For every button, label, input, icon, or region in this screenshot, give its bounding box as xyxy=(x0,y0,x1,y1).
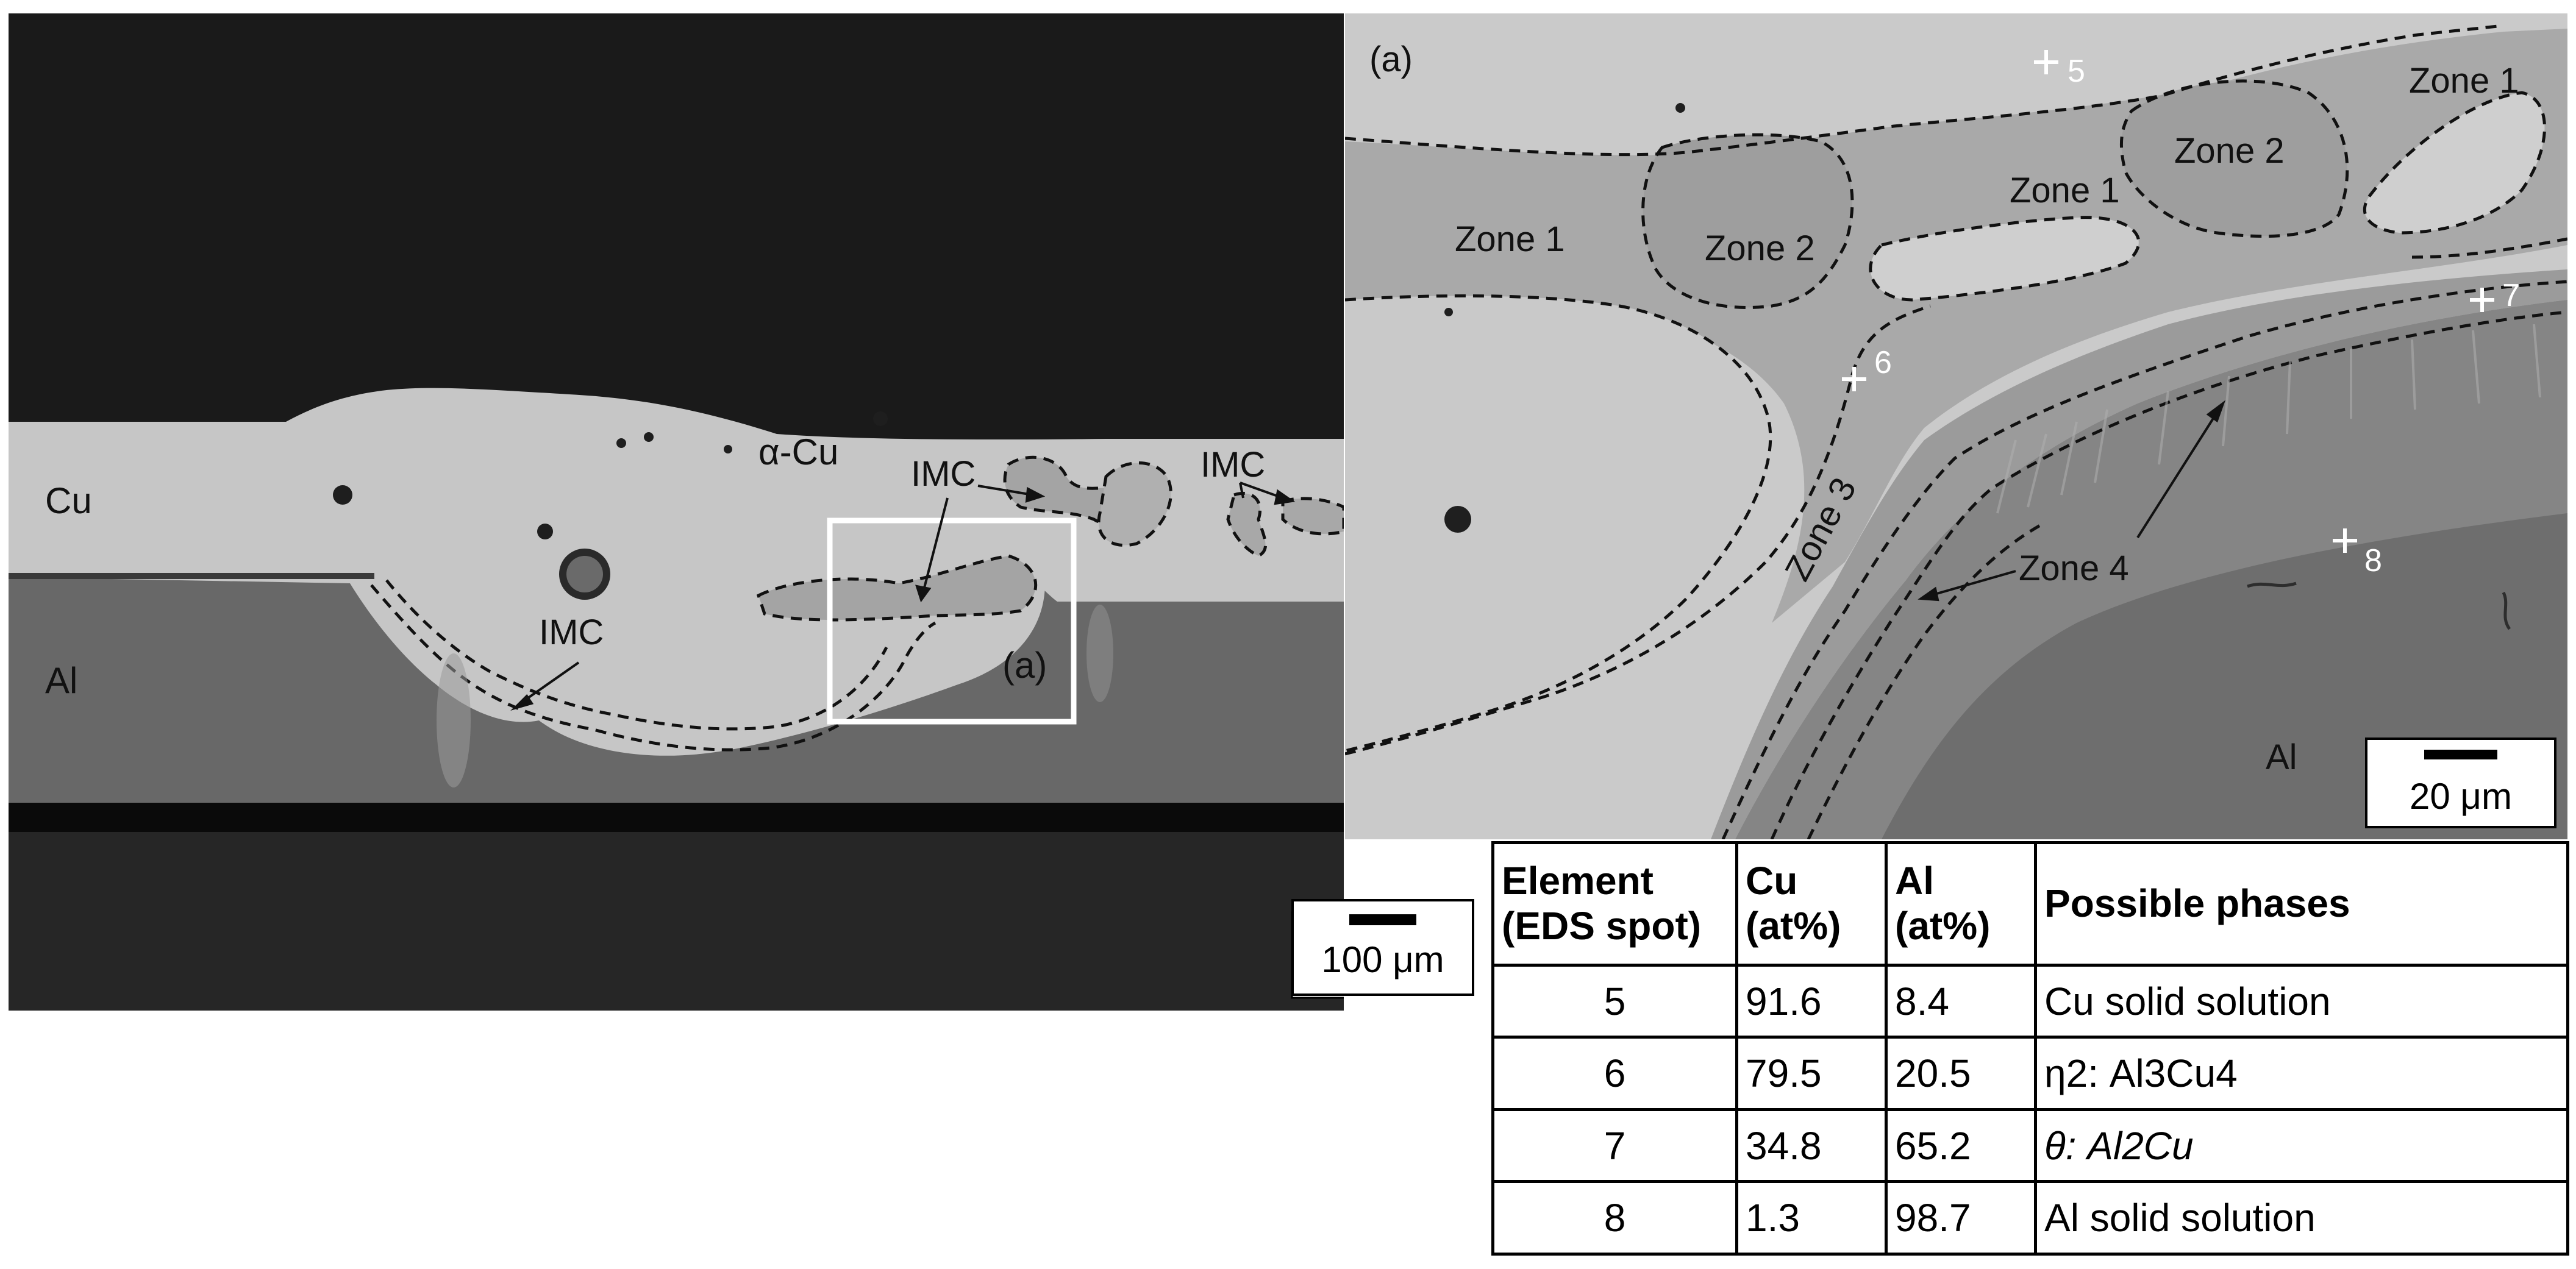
label-inset-a: (a) xyxy=(1002,645,1047,686)
al-streak-2 xyxy=(2502,591,2511,630)
cu-island-2 xyxy=(2363,91,2546,235)
header-cu: Cu (at%) xyxy=(1735,841,1888,967)
inset-pore-1 xyxy=(1444,506,1471,533)
zone4-region xyxy=(1735,300,2567,839)
inset-box xyxy=(827,517,1077,725)
imc-arrows xyxy=(510,482,1296,711)
cell-phase: Al solid solution xyxy=(2034,1180,2569,1256)
cell-spot: 6 xyxy=(1491,1036,1738,1111)
label-cu: Cu xyxy=(45,480,92,521)
al-label-inset: Al xyxy=(2266,738,2297,777)
cell-spot: 8 xyxy=(1491,1180,1738,1256)
eds-markers xyxy=(1842,50,2494,553)
al-streak-1 xyxy=(2247,581,2297,588)
lower-gap xyxy=(9,803,1344,832)
cell-cu: 1.3 xyxy=(1735,1180,1888,1256)
table-row: 7 34.8 65.2 θ: Al2Cu xyxy=(1491,1107,2569,1184)
eds-spot-5: 5 xyxy=(2068,54,2085,89)
table-row: 8 1.3 98.7 Al solid solution xyxy=(1491,1180,2569,1256)
cell-spot: 5 xyxy=(1491,963,1738,1039)
label-imc-2: IMC xyxy=(911,454,976,494)
lower-sheet xyxy=(9,832,1344,1011)
cell-cu: 79.5 xyxy=(1735,1036,1888,1111)
pore-3 xyxy=(873,411,888,426)
cell-phase: θ: Al2Cu xyxy=(2034,1107,2569,1184)
inset-scale-bar-frame xyxy=(2365,738,2556,828)
imc-island-4 xyxy=(1226,491,1268,558)
scale-bar-100um: 100 μm xyxy=(1291,899,1474,996)
cell-phase: Cu solid solution xyxy=(2034,963,2569,1039)
header-phases: Possible phases xyxy=(2034,841,2569,967)
zone4-arrows xyxy=(1918,400,2226,602)
zone1-label-a: Zone 1 xyxy=(1455,219,1565,259)
cell-al: 65.2 xyxy=(1885,1107,2037,1184)
panel-label-a: (a) xyxy=(1369,40,1413,79)
zone2-region-b xyxy=(2120,79,2349,238)
etch-streak-2 xyxy=(1086,605,1113,702)
zone2-label-b: Zone 2 xyxy=(2174,131,2285,171)
imc-island-5 xyxy=(1281,497,1344,536)
header-al: Al (at%) xyxy=(1885,841,2037,967)
pore-1 xyxy=(333,485,352,505)
cell-cu: 91.6 xyxy=(1735,963,1888,1039)
inset-pore-3 xyxy=(1444,308,1453,316)
cell-phase: η2: Al3Cu4 xyxy=(2034,1036,2569,1111)
cell-al: 8.4 xyxy=(1885,963,2037,1039)
eds-table: Element (EDS spot) Cu (at%) Al (at%) Pos… xyxy=(1491,841,2569,1256)
inset-scale-bar-label: 20 μm xyxy=(2410,776,2512,817)
zone4-label: Zone 4 xyxy=(2019,549,2129,588)
sem-overview-panel: Cu Al α-Cu IMC IMC IMC (a) xyxy=(9,13,1344,1011)
cell-spot: 7 xyxy=(1491,1107,1738,1184)
pore-6 xyxy=(724,445,732,453)
pore-large-highlight xyxy=(566,556,603,592)
pore-5 xyxy=(644,432,654,442)
cu-island-1 xyxy=(1869,216,2141,302)
zone-boundaries xyxy=(1345,24,2567,839)
pore-2 xyxy=(537,524,553,539)
inset-pore-2 xyxy=(1675,103,1685,113)
table-row: 6 79.5 20.5 η2: Al3Cu4 xyxy=(1491,1036,2569,1111)
inset-scale-bar-line xyxy=(2424,750,2497,759)
eds-spot-6: 6 xyxy=(1874,345,1892,380)
zone1-label-b: Zone 1 xyxy=(2010,171,2120,210)
zone2-region-a xyxy=(1641,133,1854,309)
imc-outline-bottom-inner xyxy=(385,579,888,731)
sem-inset-panel: 5 6 7 8 (a) Zone 1 Zone 2 Zone 1 Zone 2 … xyxy=(1345,13,2567,839)
interface-line xyxy=(9,573,374,579)
header-element: Element (EDS spot) xyxy=(1491,841,1738,967)
pore-4 xyxy=(616,438,626,448)
dendrite-texture xyxy=(1996,324,2541,514)
label-al: Al xyxy=(45,660,77,701)
label-imc-3: IMC xyxy=(1201,445,1265,485)
eds-spot-8: 8 xyxy=(2364,543,2382,578)
cell-al: 20.5 xyxy=(1885,1036,2037,1111)
eds-spot-7: 7 xyxy=(2502,278,2520,313)
label-alpha-cu: α-Cu xyxy=(758,432,838,472)
label-imc-1: IMC xyxy=(539,613,604,652)
cell-al: 98.7 xyxy=(1885,1180,2037,1256)
table-header-row: Element (EDS spot) Cu (at%) Al (at%) Pos… xyxy=(1491,841,2569,967)
scale-bar-label: 100 μm xyxy=(1321,939,1444,980)
imc-island-3 xyxy=(1097,461,1172,547)
zone2-label-a: Zone 2 xyxy=(1705,229,1815,268)
scale-bar-line xyxy=(1349,914,1416,925)
table-row: 5 91.6 8.4 Cu solid solution xyxy=(1491,963,2569,1039)
cell-cu: 34.8 xyxy=(1735,1107,1888,1184)
zone3-band xyxy=(1711,269,2567,839)
zone1-label-c: Zone 1 xyxy=(2409,61,2519,101)
cu-lobe xyxy=(1345,296,1771,751)
etch-streak-1 xyxy=(437,653,471,787)
